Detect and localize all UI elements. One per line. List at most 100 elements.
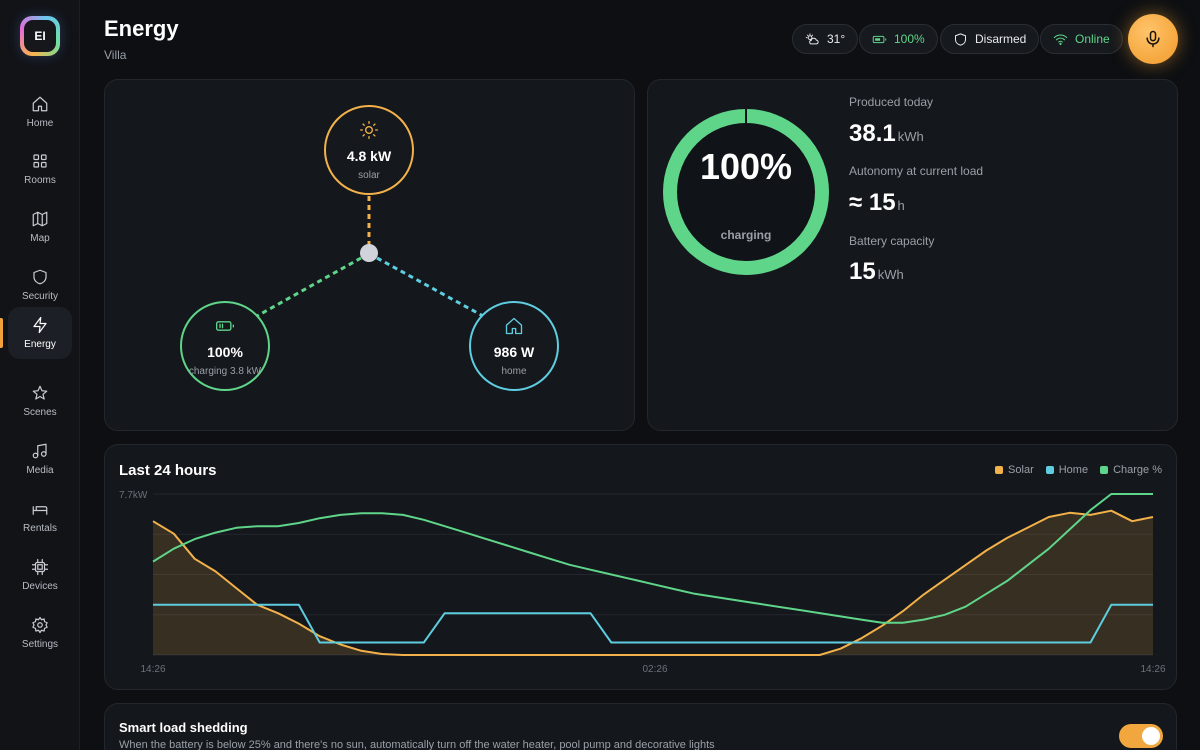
security-chip[interactable]: Disarmed: [940, 24, 1040, 54]
battery-value: 100%: [894, 32, 925, 46]
shield-icon: [955, 32, 966, 46]
weather-chip[interactable]: 31°: [792, 24, 859, 54]
sidebar-item-rooms[interactable]: Rooms: [8, 143, 72, 195]
wifi-icon: [1053, 34, 1068, 45]
home-icon: [32, 96, 48, 112]
autonomy-label: Autonomy at current load: [849, 164, 984, 178]
battery-level: 100%: [207, 343, 243, 360]
sidebar-item-label: Scenes: [23, 407, 57, 418]
battery-stats-card: 100% charging Produced today 38.1 kWh Aut…: [647, 79, 1178, 431]
page-title: Energy: [104, 16, 179, 41]
capacity-unit: kWh: [877, 267, 904, 282]
autonomy-number: ≈ 15: [849, 189, 896, 216]
battery-node[interactable]: 100% charging 3.8 kW: [180, 301, 270, 391]
sidebar-item-label: Energy: [24, 339, 56, 350]
legend-solar-swatch: [995, 466, 1004, 474]
legend-home-label: Home: [1058, 464, 1089, 476]
music-icon: [32, 443, 47, 459]
sidebar-item-label: Settings: [21, 639, 59, 650]
microphone-icon: [1146, 30, 1160, 48]
x-tick-label: 14:26: [140, 664, 165, 675]
weather-value: 31°: [827, 32, 846, 46]
series-solar-area: [153, 510, 1153, 655]
chart-legend: Solar Home Charge %: [995, 464, 1162, 476]
logo-text: EI: [24, 20, 56, 52]
load-shedding-title: Smart load shedding: [119, 720, 248, 735]
bed-icon: [32, 506, 48, 515]
chip-icon: [31, 558, 49, 576]
battery-icon: [216, 320, 234, 331]
app-logo[interactable]: EI: [20, 16, 60, 56]
history-chart-card: Last 24 hours Solar Home Charge % 7.7kW …: [104, 444, 1177, 690]
network-status: Online: [1075, 32, 1110, 46]
sidebar: EI Home Rooms Map Security Energy Scenes…: [0, 0, 80, 750]
capacity-value: 15 kWh: [849, 258, 904, 286]
x-tick-label: 02:26: [642, 664, 667, 675]
autonomy-value: ≈ 15 h: [849, 189, 905, 217]
x-tick-label: 14:26: [1140, 664, 1165, 675]
sidebar-item-media[interactable]: Media: [8, 433, 72, 485]
security-status: Disarmed: [975, 32, 1027, 46]
solar-power: 4.8 kW: [346, 147, 392, 164]
series-home-line: [153, 603, 1153, 644]
load-shedding-card: Smart load shedding When the battery is …: [104, 703, 1177, 750]
chart-title: Last 24 hours: [119, 462, 217, 479]
sidebar-item-settings[interactable]: Settings: [8, 607, 72, 659]
home-node[interactable]: 986 W home: [469, 301, 559, 391]
battery-label: charging 3.8 kW: [188, 365, 262, 377]
flow-lines: [256, 196, 484, 318]
y-axis-max-label: 7.7kW: [119, 490, 148, 501]
sidebar-item-security[interactable]: Security: [8, 259, 72, 311]
load-shedding-description: When the battery is below 25% and there'…: [119, 739, 715, 750]
flow-hub: [360, 244, 378, 262]
sidebar-item-scenes[interactable]: Scenes: [8, 375, 72, 427]
sidebar-item-rentals[interactable]: Rentals: [8, 491, 72, 543]
weather-icon: [805, 32, 819, 44]
battery-ring-graphic: [663, 109, 829, 275]
legend-solar-label: Solar: [1008, 464, 1034, 476]
home-icon: [505, 317, 523, 334]
toggle-knob: [1142, 727, 1160, 745]
load-shedding-toggle[interactable]: [1119, 724, 1163, 748]
sidebar-item-label: Rooms: [24, 175, 56, 186]
autonomy-unit: h: [897, 198, 905, 213]
network-chip[interactable]: Online: [1040, 24, 1123, 54]
history-chart: 7.7kW 14:26 02:26 14:26: [119, 490, 1166, 675]
sidebar-item-devices[interactable]: Devices: [8, 549, 72, 601]
sidebar-item-label: Security: [21, 291, 59, 302]
sidebar-item-home[interactable]: Home: [8, 86, 72, 138]
active-indicator: [0, 318, 3, 348]
solar-label: solar: [358, 169, 380, 181]
capacity-number: 15: [849, 258, 876, 285]
series-charge-line: [152, 493, 1153, 624]
capacity-label: Battery capacity: [849, 234, 935, 248]
produced-label: Produced today: [849, 95, 934, 109]
legend-charge: Charge %: [1100, 464, 1162, 476]
star-icon: [32, 385, 48, 400]
legend-home-swatch: [1045, 466, 1054, 474]
sun-icon: [360, 120, 378, 139]
sidebar-item-label: Devices: [22, 581, 58, 592]
sidebar-item-energy[interactable]: Energy: [8, 307, 72, 359]
map-icon: [32, 211, 48, 227]
produced-number: 38.1: [849, 120, 896, 147]
battery-percent: 100%: [699, 146, 793, 187]
legend-solar: Solar: [995, 464, 1034, 476]
page-subtitle: Villa: [104, 48, 127, 62]
shield-icon: [33, 269, 47, 285]
bolt-icon: [33, 316, 47, 334]
sidebar-item-label: Home: [26, 118, 54, 129]
produced-value: 38.1 kWh: [849, 120, 924, 148]
battery-icon: [872, 35, 887, 43]
legend-home: Home: [1045, 464, 1089, 476]
battery-chip[interactable]: 100%: [859, 24, 938, 54]
solar-node[interactable]: 4.8 kW solar: [324, 105, 414, 195]
sidebar-item-label: Rentals: [23, 523, 57, 534]
home-label: home: [501, 365, 527, 377]
voice-assistant-button[interactable]: [1128, 14, 1178, 64]
sidebar-item-map[interactable]: Map: [8, 201, 72, 253]
series-solar-line: [152, 509, 1154, 656]
sidebar-item-label: Map: [30, 233, 50, 244]
battery-ring: 100% charging: [662, 108, 830, 276]
legend-charge-swatch: [1100, 466, 1109, 474]
